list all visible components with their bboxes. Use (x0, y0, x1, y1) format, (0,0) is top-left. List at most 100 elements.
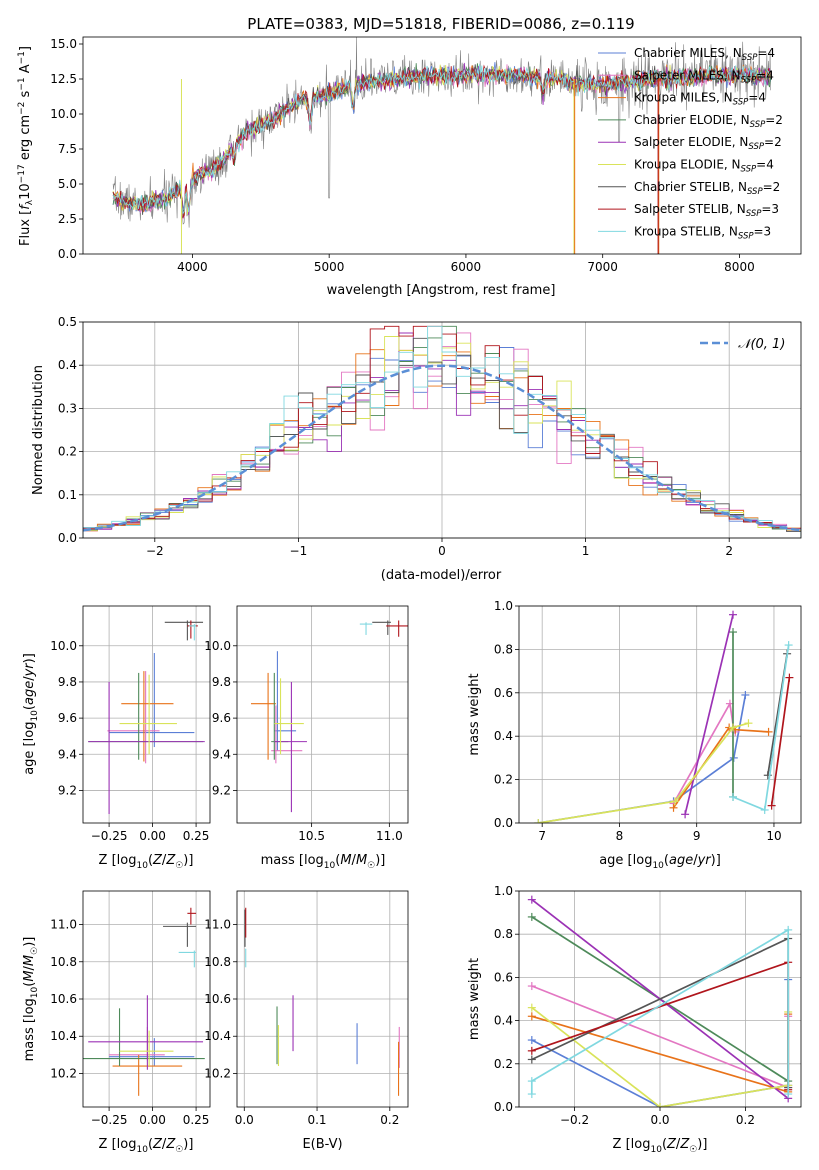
mass_vs_EBV-axes (233, 891, 408, 1111)
y-tick-label: 10.4 (204, 1029, 231, 1043)
x-tick-label: 10 (766, 829, 781, 843)
weight_vs_Z-lines (527, 895, 793, 1107)
model-spectrum-salpeter-stelib (112, 64, 771, 219)
weight-line (672, 701, 737, 804)
weight-line (770, 677, 791, 806)
residuals-frame (82, 321, 802, 539)
x-tick-label: 2 (725, 544, 733, 558)
spectrum-frame (82, 36, 802, 255)
y-tick-label: 7.5 (58, 142, 77, 156)
y-tick-label: 9.8 (58, 675, 77, 689)
y-axis-label: Flux [fλ10−17 erg cm−2 s−1 A−1] (17, 46, 35, 246)
x-tick-label: 5000 (314, 260, 345, 274)
mass_vs_EBV-points (244, 907, 400, 1096)
legend-entry: Chabrier ELODIE, NSSP=2 (634, 113, 783, 130)
y-tick-label: 2.5 (58, 212, 77, 226)
x-axis-label: Z [log10(Z/Z☉)] (99, 1137, 194, 1155)
weight-line (684, 614, 734, 815)
weight-line (538, 722, 749, 823)
y-tick-label: 0.8 (494, 642, 513, 656)
y-tick-label: 10.2 (50, 1066, 77, 1080)
age_vs_Z-axes (79, 606, 210, 827)
weight_vs_Z-frame (518, 890, 802, 1108)
y-tick-label: 0.0 (494, 1100, 513, 1114)
model-spectrum-chabrier-stelib (112, 64, 771, 218)
age_vs_mass-points (250, 620, 408, 813)
x-tick-label: 9 (693, 829, 701, 843)
x-tick-label: 8000 (724, 260, 755, 274)
y-tick-label: 9.8 (212, 675, 231, 689)
x-axis-label: mass [log10(M/M☉)] (261, 853, 386, 871)
x-tick-label: 0.25 (183, 1113, 210, 1127)
legend-entry: 𝒩(0, 1) (738, 337, 785, 352)
x-tick-label: 0.0 (235, 1113, 254, 1127)
spectrum-legend: Chabrier MILES, NSSP=4 Salpeter MILES, NS… (598, 46, 783, 241)
legend-entry: Kroupa MILES, NSSP=4 (634, 91, 766, 108)
x-tick-label: 0 (438, 544, 446, 558)
y-tick-label: 10.6 (204, 992, 231, 1006)
spectrum-axes (79, 43, 740, 258)
legend-entry: Kroupa STELIB, NSSP=3 (634, 224, 771, 241)
weight_vs_age-lines (534, 610, 794, 823)
x-tick-label: 7000 (587, 260, 618, 274)
y-axis-label: Normed distribution (31, 365, 46, 495)
x-tick-label: 0.25 (183, 829, 210, 843)
y-tick-label: 9.2 (58, 783, 77, 797)
histogram-traces (83, 325, 801, 538)
y-tick-label: 10.0 (50, 107, 77, 121)
age_vs_mass-frame (236, 605, 409, 824)
mass_vs_Z-axes (79, 891, 210, 1111)
mass_vs_Z-frame (82, 890, 211, 1108)
normal-curve (83, 364, 801, 532)
x-tick-label: −0.2 (560, 1113, 589, 1127)
y-tick-label: 9.6 (58, 711, 77, 725)
y-tick-label: 0.1 (58, 488, 77, 502)
x-tick-label: 0.0 (650, 1113, 669, 1127)
y-tick-label: 0.5 (58, 315, 77, 329)
legend-entry: Salpeter STELIB, NSSP=3 (634, 202, 779, 219)
weight_vs_age-frame (518, 605, 802, 824)
age_vs_Z-points (88, 620, 205, 814)
x-tick-label: 6000 (451, 260, 482, 274)
x-tick-label: 0.00 (139, 1113, 166, 1127)
y-tick-label: 0.2 (494, 1057, 513, 1071)
y-tick-label: 10.0 (50, 639, 77, 653)
y-tick-label: 0.2 (494, 773, 513, 787)
y-tick-label: 10.8 (50, 955, 77, 969)
x-tick-label: 10.5 (298, 829, 325, 843)
y-tick-label: 0.0 (58, 247, 77, 261)
y-tick-label: 0.6 (494, 686, 513, 700)
y-tick-label: 9.6 (212, 711, 231, 725)
x-axis-label: Z [log10(Z/Z☉)] (99, 853, 194, 871)
mass_vs_EBV-frame (236, 890, 409, 1108)
legend-entry: Chabrier STELIB, NSSP=2 (634, 180, 780, 197)
y-tick-label: 11.0 (204, 918, 231, 932)
x-tick-label: 0.2 (380, 1113, 399, 1127)
y-tick-label: 10.8 (204, 955, 231, 969)
y-tick-label: 1.0 (494, 599, 513, 613)
y-tick-label: 0.8 (494, 927, 513, 941)
x-tick-label: −0.25 (91, 1113, 128, 1127)
y-tick-label: 0.4 (494, 1014, 513, 1028)
y-axis-label: mass weight (467, 958, 482, 1040)
y-tick-label: 15.0 (50, 37, 77, 51)
x-tick-label: 11.0 (376, 829, 403, 843)
y-tick-label: 9.2 (212, 783, 231, 797)
age_vs_Z-frame (82, 605, 211, 824)
weight-line (530, 928, 790, 1094)
x-axis-label: E(B-V) (302, 1137, 342, 1152)
y-tick-label: 10.4 (50, 1029, 77, 1043)
x-tick-label: 1 (582, 544, 590, 558)
x-axis-label: Z [log10(Z/Z☉)] (613, 1137, 708, 1155)
x-axis-label: (data-model)/error (381, 568, 502, 583)
x-tick-label: −2 (146, 544, 164, 558)
y-axis-label: mass weight (467, 673, 482, 755)
y-tick-label: 0.0 (58, 531, 77, 545)
weight_vs_age-axes (515, 605, 801, 827)
y-tick-label: 11.0 (50, 918, 77, 932)
x-axis-label: age [log10(age/yr)] (599, 853, 721, 871)
y-tick-label: 10.0 (204, 639, 231, 653)
x-tick-label: −0.25 (91, 829, 128, 843)
y-tick-label: 5.0 (58, 177, 77, 191)
